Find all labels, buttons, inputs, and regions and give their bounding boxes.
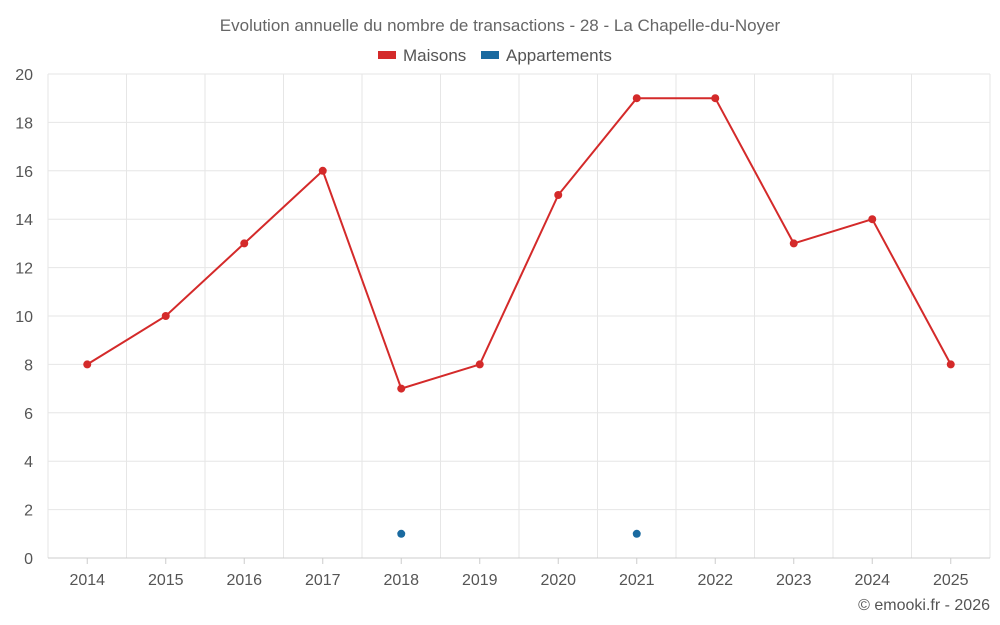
y-tick-label-18: 18 [15,115,33,132]
axes: 0 2 4 6 8 10 12 14 16 18 20 2014 2015 2016 2017 2018 201… [15,67,990,589]
y-tick-label-4: 4 [24,454,33,471]
point-appartements-2021[interactable] [632,529,641,538]
x-tick-label-2023: 2023 [776,572,812,589]
credit-text: © emooki.fr - 2026 [858,597,990,614]
x-tick-label-2015: 2015 [148,572,184,589]
y-tick-label-20: 20 [15,67,33,84]
point-maisons-2021[interactable] [632,94,641,103]
point-maisons-2019[interactable] [475,360,484,369]
legend-label-maisons: Maisons [403,46,466,65]
point-maisons-2020[interactable] [554,191,563,199]
x-tick-label-2017: 2017 [305,572,341,589]
chart-title: Evolution annuelle du nombre de transact… [220,16,781,35]
x-tick-label-2021: 2021 [619,572,655,589]
legend: Maisons Appartements [378,46,612,65]
legend-swatch-maisons [378,51,396,59]
point-appartements-2018[interactable] [397,529,406,538]
point-maisons-2015[interactable] [161,312,170,320]
point-maisons-2025[interactable] [946,360,955,369]
point-maisons-2017[interactable] [318,166,327,175]
point-maisons-2024[interactable] [868,215,877,224]
y-tick-label-16: 16 [15,164,33,181]
y-tick-label-10: 10 [15,309,33,326]
series-line-maisons [86,97,952,390]
x-tick-label-2014: 2014 [69,572,105,589]
series-appartements [397,529,641,538]
x-tick-label-2025: 2025 [933,572,969,589]
x-tick-label-2020: 2020 [540,572,576,589]
x-tick-label-2024: 2024 [854,572,890,589]
x-tick-label-2022: 2022 [697,572,733,589]
legend-item-appartements[interactable]: Appartements [481,46,612,65]
series-maisons [83,94,955,393]
legend-item-maisons[interactable]: Maisons [378,46,466,65]
point-maisons-2023[interactable] [789,239,798,248]
y-tick-label-0: 0 [24,551,33,568]
y-tick-label-2: 2 [24,503,33,520]
point-maisons-2022[interactable] [711,94,720,103]
legend-swatch-appartements [481,51,499,59]
x-tick-label-2018: 2018 [383,572,419,589]
y-tick-label-14: 14 [15,212,33,229]
point-maisons-2014[interactable] [83,360,92,369]
point-maisons-2018[interactable] [397,384,406,393]
x-tick-label-2019: 2019 [462,572,498,589]
point-maisons-2016[interactable] [240,239,249,248]
x-tick-label-2016: 2016 [226,572,262,589]
legend-label-appartements: Appartements [506,46,612,65]
y-tick-label-12: 12 [15,261,33,278]
series [83,94,955,538]
y-tick-label-8: 8 [24,357,33,374]
y-tick-label-6: 6 [24,406,33,423]
grid [47,73,991,559]
